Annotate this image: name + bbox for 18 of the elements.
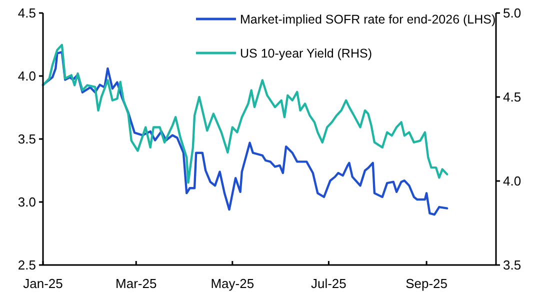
y2-tick-label: 5.0 [503, 6, 522, 21]
line-series [42, 50, 448, 216]
x-tick-label: May-25 [210, 276, 254, 291]
legend-label: US 10-year Yield (RHS) [240, 46, 372, 60]
x-tick-label: Jul-25 [310, 276, 346, 291]
y-tick-label: 2.5 [18, 258, 36, 273]
y-tick-label: 4.0 [18, 68, 36, 84]
line-series [42, 44, 448, 184]
legend-label: Market-implied SOFR rate for end-2026 (LHS) [240, 12, 496, 26]
y2-tick-label: 3.5 [503, 258, 522, 273]
y-tick-label: 4.5 [18, 6, 36, 21]
y-tick-label: 3.5 [18, 132, 36, 147]
y-tick-label: 3.0 [18, 194, 36, 210]
y2-tick-label: 4.0 [503, 174, 522, 189]
x-tick-label: Mar-25 [116, 276, 157, 291]
x-tick-label: Jan-25 [23, 276, 63, 291]
y2-tick-label: 4.5 [503, 90, 522, 105]
x-tick-label: Sep-25 [406, 276, 448, 291]
